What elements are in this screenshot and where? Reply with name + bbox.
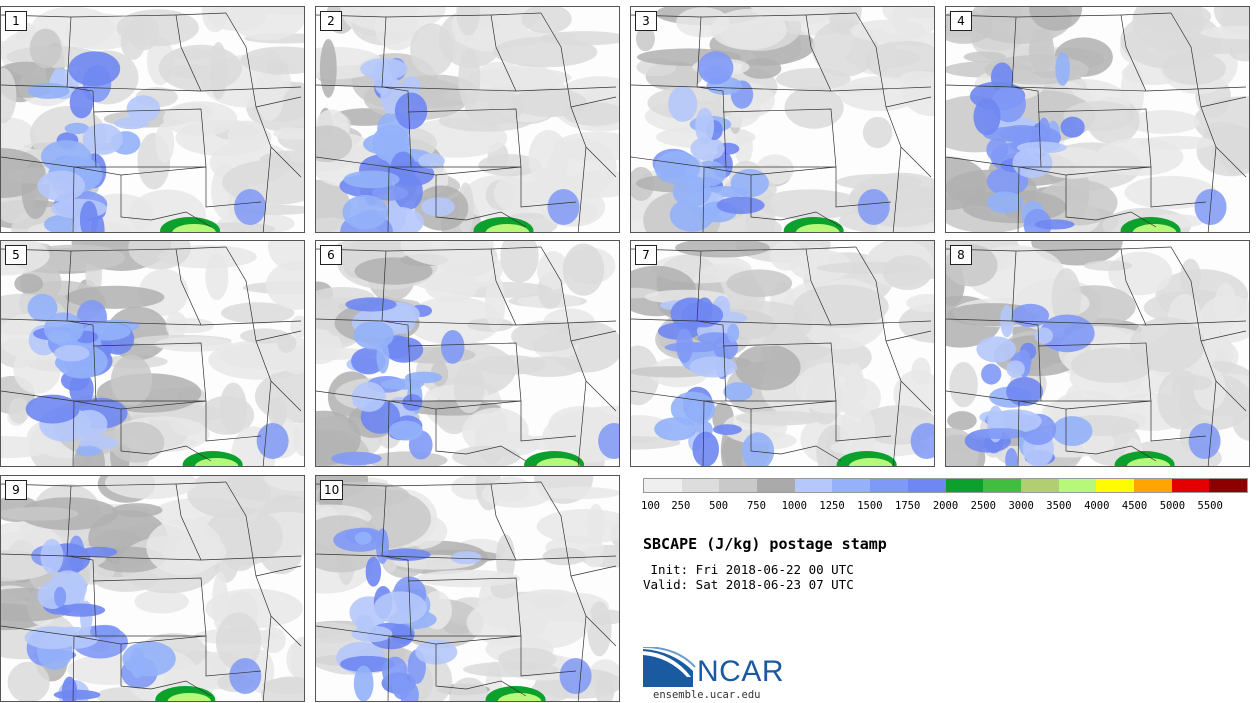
color-swatch <box>1020 479 1059 492</box>
color-bar-tick-label: 1750 <box>895 500 921 512</box>
color-bar-tick-label: 5000 <box>1159 500 1186 512</box>
color-swatch <box>945 479 984 492</box>
sbcape-map <box>631 241 934 466</box>
color-bar <box>643 478 1248 493</box>
color-bar-tick-label: 100 <box>641 500 660 512</box>
color-swatch <box>1171 479 1210 492</box>
sbcape-map <box>946 241 1249 466</box>
color-swatch <box>832 479 871 492</box>
map-panel-6: 6 <box>315 240 620 467</box>
color-bar-tick-label: 4500 <box>1121 500 1148 512</box>
color-swatch <box>907 479 946 492</box>
color-swatch <box>644 479 682 492</box>
sbcape-map <box>316 476 619 701</box>
color-bar-tick-label: 3000 <box>1008 500 1034 512</box>
color-swatch <box>757 479 795 492</box>
color-bar-tick-label: 250 <box>671 500 691 512</box>
panel-number: 9 <box>5 480 27 500</box>
color-swatch <box>719 479 758 492</box>
sbcape-map <box>316 7 619 232</box>
color-bar-tick-label: 1250 <box>819 500 845 512</box>
figure-title: SBCAPE (J/kg) postage stamp <box>643 535 887 553</box>
sbcape-map <box>1 7 304 232</box>
color-bar-tick-label: 500 <box>709 500 729 512</box>
panel-number: 7 <box>635 245 657 265</box>
valid-time: Valid: Sat 2018-06-23 07 UTC <box>643 577 854 592</box>
map-panel-3: 3 <box>630 6 935 233</box>
color-swatch <box>681 479 720 492</box>
panel-number: 10 <box>320 480 344 500</box>
color-swatch <box>794 479 833 492</box>
color-bar-tick-label: 1500 <box>857 500 883 512</box>
panel-number: 4 <box>950 11 972 31</box>
color-swatch <box>870 479 908 492</box>
init-time: Init: Fri 2018-06-22 00 UTC <box>643 562 854 577</box>
panel-number: 2 <box>320 11 342 31</box>
sbcape-map <box>631 7 934 232</box>
color-bar-tick-label: 2500 <box>970 500 996 512</box>
color-swatch <box>983 479 1021 492</box>
color-swatch <box>1133 479 1172 492</box>
color-bar-ticks: 100 250 500 750 1000 1250 1500 1750 2000 2500 3000… <box>641 500 1248 514</box>
panel-number: 8 <box>950 245 972 265</box>
color-bar-tick-label: 4000 <box>1084 500 1110 512</box>
map-panel-4: 4 <box>945 6 1250 233</box>
sbcape-map <box>1 241 304 466</box>
sbcape-map <box>1 476 304 701</box>
color-bar-tick-label: 3500 <box>1046 500 1072 512</box>
sbcape-map <box>316 241 619 466</box>
panel-number: 5 <box>5 245 27 265</box>
map-panel-2: 2 <box>315 6 620 233</box>
map-panel-1: 1 <box>0 6 305 233</box>
sbcape-map <box>946 7 1249 232</box>
ncar-logo-mark <box>642 646 696 687</box>
color-swatch <box>1096 479 1134 492</box>
map-panel-5: 5 <box>0 240 305 467</box>
panel-number: 3 <box>635 11 657 31</box>
map-panel-7: 7 <box>630 240 935 467</box>
map-panel-9: 9 <box>0 475 305 702</box>
ncar-logo-text: NCAR <box>697 655 785 688</box>
color-swatch <box>1058 479 1097 492</box>
map-panel-8: 8 <box>945 240 1250 467</box>
color-bar-tick-label: 750 <box>746 500 766 512</box>
panel-number: 1 <box>5 11 27 31</box>
site-url: ensemble.ucar.edu <box>653 689 761 701</box>
color-bar-tick-label: 2000 <box>932 500 959 512</box>
color-bar-tick-label: 5500 <box>1197 500 1223 512</box>
color-bar-tick-label: 1000 <box>781 500 807 512</box>
panel-number: 6 <box>320 245 342 265</box>
ncar-logo <box>642 646 803 689</box>
color-swatch <box>1209 479 1247 492</box>
map-panel-10: 10 <box>315 475 620 702</box>
